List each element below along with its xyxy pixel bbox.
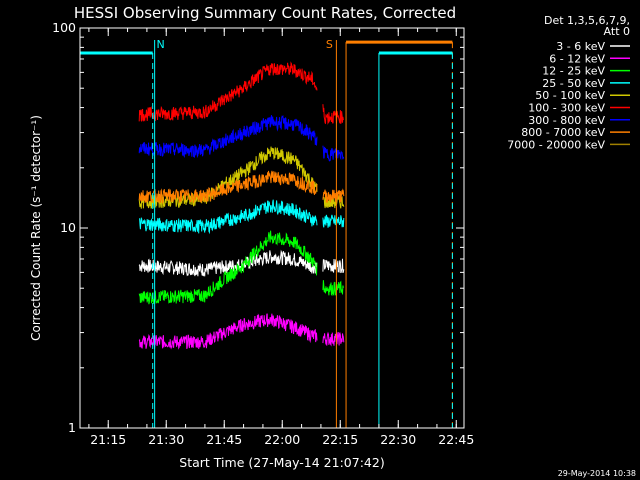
- annotation-label: N: [157, 38, 165, 51]
- x-axis: 21:15 21:30 21:45 22:00 22:15 22:30 22:45: [88, 28, 474, 447]
- y-tick-label: 1: [68, 420, 76, 435]
- legend-label: 50 - 100 keV: [535, 89, 605, 102]
- y-axis: 1 10 100: [52, 20, 464, 435]
- y-axis-label: Corrected Count Rate (s⁻¹ detector⁻¹): [29, 115, 43, 341]
- x-tick-label: 21:45: [206, 432, 242, 447]
- chart-title: HESSI Observing Summary Count Rates, Cor…: [74, 4, 456, 22]
- x-tick-label: 22:00: [264, 432, 300, 447]
- series-line: [138, 61, 344, 125]
- legend-label: 800 - 7000 keV: [521, 126, 605, 139]
- series-line: [139, 199, 345, 235]
- annotation-label: S: [326, 38, 333, 51]
- series-line: [138, 170, 345, 204]
- legend-label: 100 - 300 keV: [528, 102, 605, 115]
- x-tick-label: 22:45: [438, 432, 474, 447]
- series-line: [138, 230, 345, 305]
- series-line: [138, 115, 345, 162]
- legend-header: Att 0: [604, 25, 630, 38]
- legend-label: 7000 - 20000 keV: [507, 138, 605, 151]
- x-axis-label: Start Time (27-May-14 21:07:42): [179, 455, 384, 470]
- y-tick-label: 100: [52, 20, 76, 35]
- series-line: [138, 313, 345, 350]
- x-tick-label: 22:15: [322, 432, 358, 447]
- legend-label: 12 - 25 keV: [542, 65, 605, 78]
- legend-header: Det 1,3,5,6,7,9,: [544, 14, 630, 27]
- legend-label: 300 - 800 keV: [528, 114, 605, 127]
- series-line: [138, 249, 345, 277]
- x-tick-label: 21:30: [148, 432, 184, 447]
- y-tick-label: 10: [60, 220, 76, 235]
- series-layer: [138, 61, 345, 350]
- legend-label: 25 - 50 keV: [542, 77, 605, 90]
- legend-label: 3 - 6 keV: [556, 40, 605, 53]
- legend-label: 6 - 12 keV: [549, 52, 605, 65]
- x-tick-label: 21:15: [90, 432, 126, 447]
- plot-frame: [79, 27, 465, 429]
- generation-timestamp: 29-May-2014 10:38: [558, 469, 636, 478]
- x-tick-label: 22:30: [380, 432, 416, 447]
